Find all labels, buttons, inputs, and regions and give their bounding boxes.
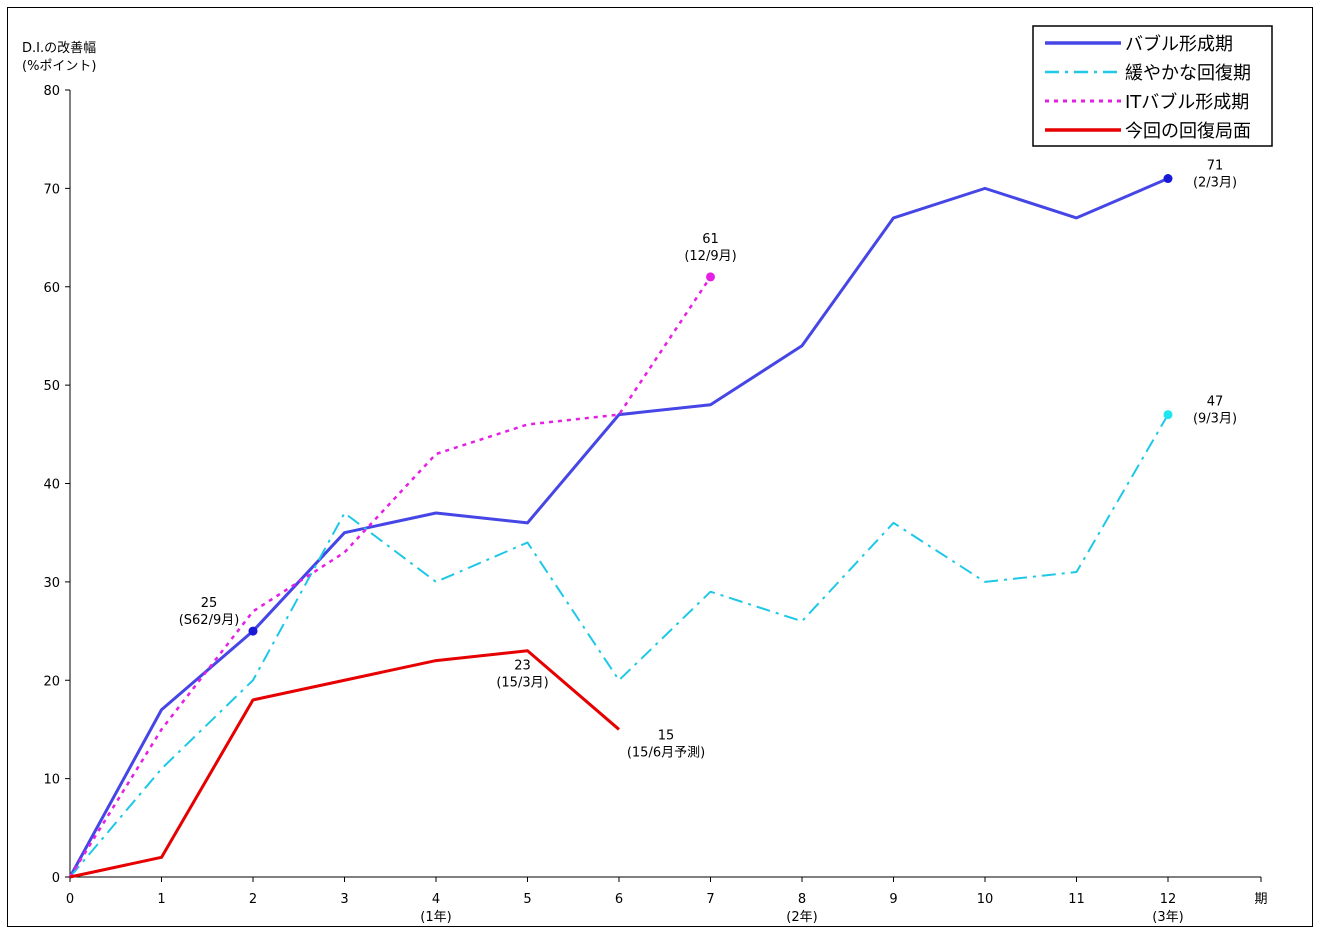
x-tick-label: 7 — [706, 892, 714, 907]
y-tick-label: 0 — [52, 871, 60, 886]
annotation-value: 15 — [658, 728, 675, 743]
chart-frame — [7, 7, 1313, 927]
annotations: 25 (S62/9月) 71 (2/3月) 61 (12/9月) 47 (9/3月) 23 (15… — [179, 159, 1237, 761]
x-tick-label: 3 — [340, 892, 348, 907]
x-sublabel: (1年) — [420, 910, 451, 925]
y-tick-label: 70 — [43, 182, 60, 197]
series-line — [69, 649, 620, 879]
y-axis-unit: (%ポイント) — [22, 59, 97, 74]
x-tick-label: 2 — [249, 892, 257, 907]
annotation-date: (12/9月) — [684, 249, 736, 264]
x-tick-label: 10 — [977, 892, 994, 907]
x-tick-label: 0 — [66, 892, 74, 907]
y-tick-label: 30 — [43, 576, 60, 591]
legend-label: バブル形成期 — [1125, 33, 1233, 55]
annotation-value: 23 — [514, 659, 531, 674]
annotation-date: (15/3月) — [496, 676, 548, 691]
legend-label: 緩やかな回復期 — [1125, 63, 1251, 84]
x-tick-label: 6 — [615, 892, 623, 907]
x-tick-label: 11 — [1068, 892, 1085, 907]
annotation-date: (9/3月) — [1193, 412, 1237, 427]
y-axis-label: D.I.の改善幅 — [22, 40, 96, 56]
x-tick-label: 12 — [1160, 892, 1177, 907]
data-point-marker — [248, 626, 258, 636]
x-tick-label: 1 — [157, 892, 165, 907]
y-tick-label: 80 — [43, 84, 60, 99]
series-line — [68, 276, 712, 878]
annotation-date: (S62/9月) — [179, 613, 240, 628]
data-point-marker — [1163, 174, 1173, 184]
series-layer — [68, 174, 1173, 879]
y-tick-label: 60 — [43, 281, 60, 296]
x-tick-label: 9 — [889, 892, 897, 907]
annotation-value: 71 — [1207, 159, 1224, 174]
data-point-marker — [706, 272, 715, 282]
y-tick-label: 20 — [43, 674, 60, 689]
legend-box — [1032, 25, 1273, 147]
series-line — [68, 177, 1169, 878]
x-tick-label: 8 — [798, 892, 806, 907]
legend-label: 今回の回復局面 — [1125, 121, 1251, 142]
annotation-value: 61 — [702, 232, 719, 247]
y-tick-label: 10 — [43, 773, 60, 788]
x-axis-label: 期 — [1254, 892, 1267, 907]
x-tick-label: 5 — [523, 892, 531, 907]
y-tick-label: 40 — [43, 478, 60, 493]
x-tick-label: 4 — [432, 892, 440, 907]
annotation-date: (2/3月) — [1193, 176, 1237, 191]
x-sublabel: (2年) — [786, 910, 817, 925]
annotation-date: (15/6月予測) — [627, 745, 705, 760]
y-tick-label: 50 — [43, 379, 60, 394]
series-line — [69, 414, 1169, 878]
annotation-value: 47 — [1207, 395, 1224, 410]
x-sublabel: (3年) — [1152, 910, 1183, 925]
legend-label: ITバブル形成期 — [1125, 91, 1249, 113]
data-point-marker — [1163, 410, 1173, 420]
annotation-value: 25 — [201, 596, 218, 611]
